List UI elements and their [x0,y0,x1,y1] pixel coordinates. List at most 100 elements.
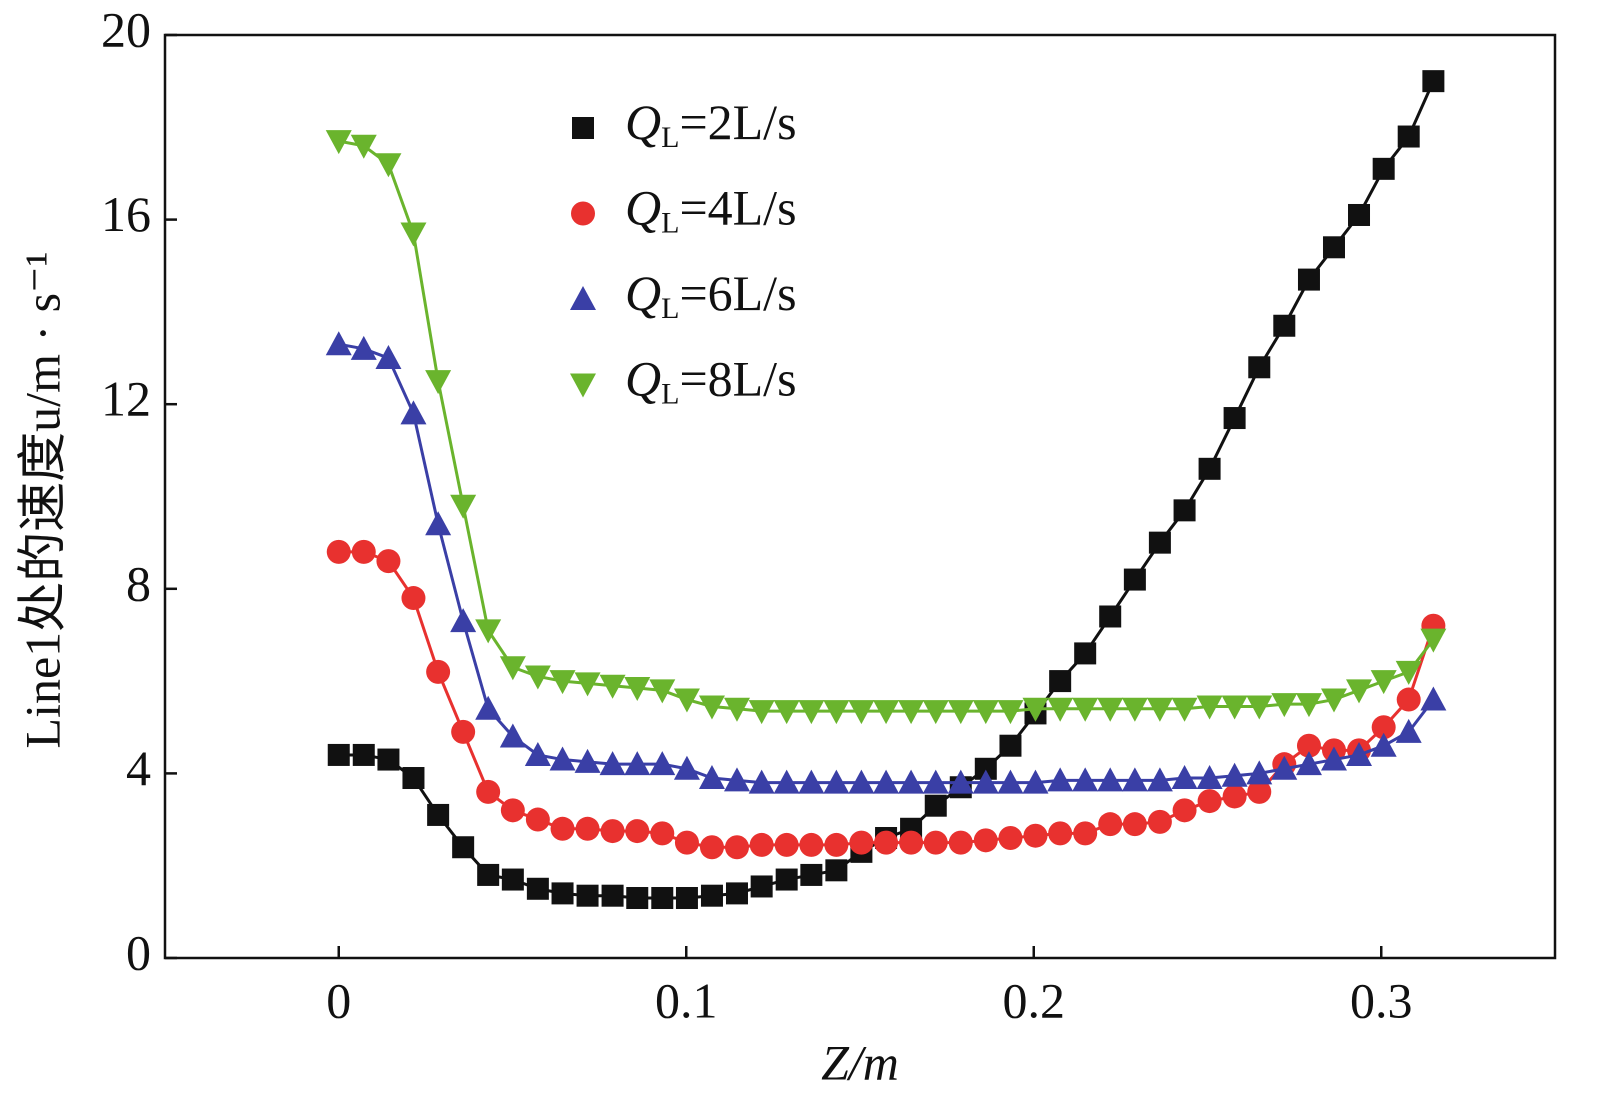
marker [326,539,351,564]
marker [848,700,875,725]
marker [626,887,649,910]
marker [699,835,724,860]
marker [1072,767,1099,792]
marker [425,511,452,536]
marker [427,803,450,826]
marker [599,751,626,776]
marker [1097,767,1124,792]
series-line [338,139,1435,713]
marker [1322,236,1345,259]
marker [551,882,574,905]
marker [1121,697,1148,722]
marker [1171,765,1198,790]
marker [574,672,601,697]
marker [501,868,524,891]
legend-label: QL=4L/s [625,180,797,239]
marker [475,619,502,644]
legend-marker [570,286,596,310]
marker [400,400,427,425]
marker [1346,679,1373,704]
marker [451,719,476,744]
marker [675,887,698,910]
marker [972,769,999,794]
marker [1221,695,1248,720]
y-axis-label: Line1处的速度u/m · s⁻¹ [14,252,70,749]
marker [1098,812,1123,837]
marker [500,798,525,823]
marker [1097,697,1124,722]
marker [1296,733,1321,758]
marker [1295,751,1322,776]
marker [873,769,900,794]
marker [351,539,376,564]
marker [1395,660,1422,685]
marker [849,830,874,855]
marker [1247,779,1272,804]
legend-marker [570,373,596,398]
marker [1171,697,1198,722]
marker [499,656,526,681]
marker [376,549,401,574]
marker [550,816,575,841]
marker [477,863,500,886]
marker [1073,821,1098,846]
marker [922,769,949,794]
marker [773,769,800,794]
marker [798,769,825,794]
x-tick-label: 0 [326,972,351,1028]
marker [998,826,1023,851]
marker [1099,605,1122,628]
marker [327,743,350,766]
marker [947,700,974,725]
marker [1148,531,1171,554]
marker [948,830,973,855]
marker [452,836,475,859]
marker [748,769,775,794]
marker [748,700,775,725]
marker [1420,628,1447,653]
marker [698,695,725,720]
marker [525,807,550,832]
marker [1246,760,1273,785]
marker [402,767,425,790]
marker [972,700,999,725]
marker [924,794,947,817]
y-tick-label: 20 [101,1,151,57]
marker [1121,767,1148,792]
marker [650,821,675,846]
marker [600,819,625,844]
marker [800,863,823,886]
marker [922,700,949,725]
marker [1396,687,1421,712]
marker [1271,755,1298,780]
marker [375,153,402,178]
marker [377,748,400,771]
marker [823,700,850,725]
marker [1248,356,1271,379]
marker [1395,718,1422,743]
marker [725,882,748,905]
marker [1047,767,1074,792]
marker [1173,499,1196,522]
marker [624,751,651,776]
marker [401,586,426,611]
marker [625,819,650,844]
x-tick-label: 0.3 [1350,972,1413,1028]
marker [425,370,452,395]
marker [601,884,624,907]
marker [375,345,402,370]
marker [549,746,576,771]
marker [575,816,600,841]
marker [749,832,774,857]
marker [1297,268,1320,291]
marker [898,700,925,725]
marker [1197,789,1222,814]
marker [973,828,998,853]
marker [673,688,700,713]
marker [524,741,551,766]
marker [1370,670,1397,695]
marker [823,769,850,794]
marker [1372,157,1395,180]
marker [673,755,700,780]
